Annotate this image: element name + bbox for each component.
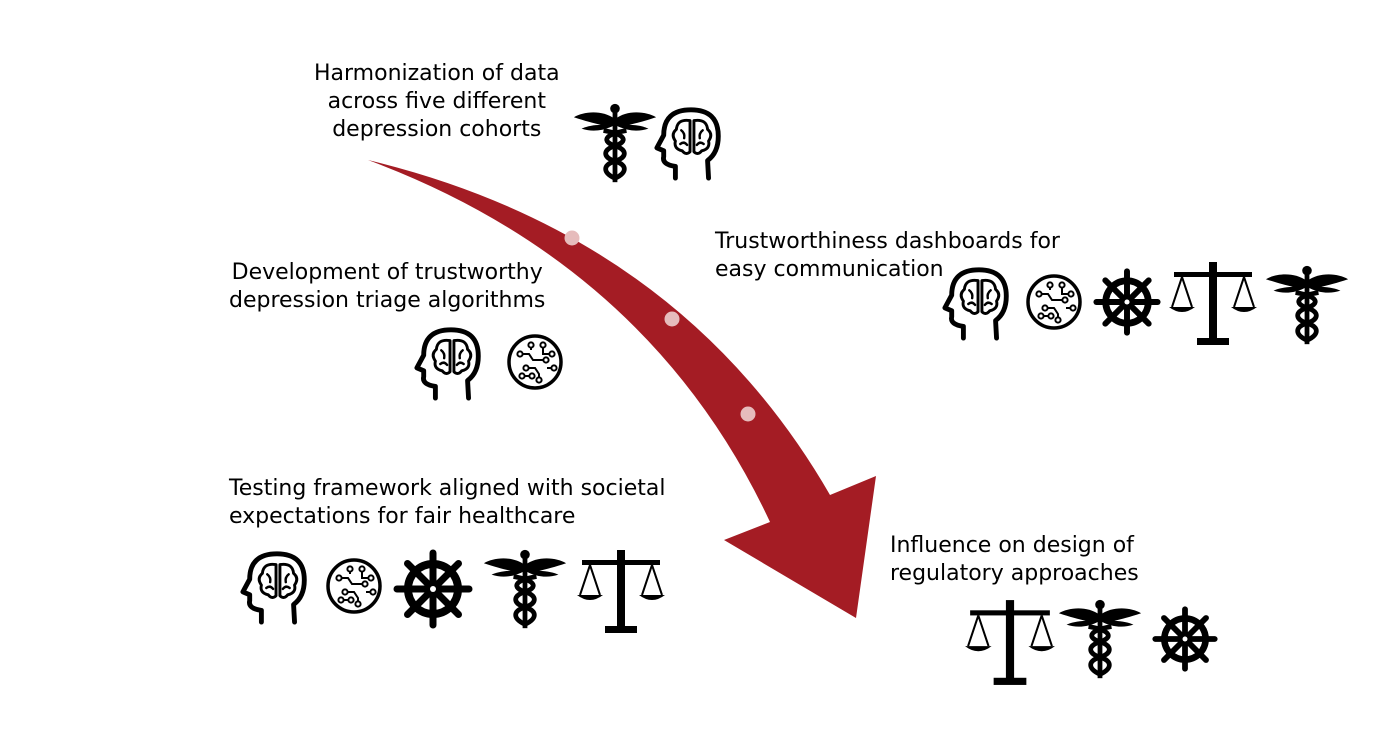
ship-wheel-icon [1152,606,1218,672]
influence-label: Influence on design of regulatory approa… [890,532,1139,588]
influence-line-2: regulatory approaches [890,561,1139,586]
circuit-icon [324,556,384,616]
harmonization-line-3: depression cohorts [332,117,542,142]
ship-wheel-icon [1093,268,1161,336]
testing-line-2: expectations for fair healthcare [229,504,576,529]
arrow-step-dot-3 [740,406,756,422]
head-brain-icon [652,102,730,184]
testing-line-1: Testing framework aligned with societal [229,476,666,501]
testing-label: Testing framework aligned with societal … [229,475,665,531]
harmonization-line-1: Harmonization of data [314,61,560,86]
caduceus-icon [1057,596,1143,682]
scales-icon [1168,258,1258,348]
arrow-step-dot-1 [564,230,580,246]
circuit-icon [1024,272,1084,332]
caduceus-icon [1264,262,1350,348]
scales-icon [576,546,666,636]
development-label: Development of trustworthy depression tr… [229,259,545,315]
caduceus-icon [572,100,658,186]
arrow-body [368,160,876,618]
dashboards-line-2: easy communication [715,257,944,282]
head-brain-icon [940,262,1018,344]
head-brain-icon [238,546,316,628]
harmonization-label: Harmonization of data across five differ… [314,60,560,144]
caduceus-icon [482,546,568,632]
development-line-1: Development of trustworthy [231,260,543,285]
circuit-icon [505,332,565,392]
scales-icon [964,596,1056,688]
dashboards-label: Trustworthiness dashboards for easy comm… [715,228,1060,284]
harmonization-line-2: across five different [327,89,546,114]
arrow-step-dot-2 [664,311,680,327]
head-brain-icon [412,322,490,404]
development-line-2: depression triage algorithms [229,288,546,313]
ship-wheel-icon [393,549,473,629]
influence-line-1: Influence on design of [890,533,1134,558]
dashboards-line-1: Trustworthiness dashboards for [715,229,1060,254]
